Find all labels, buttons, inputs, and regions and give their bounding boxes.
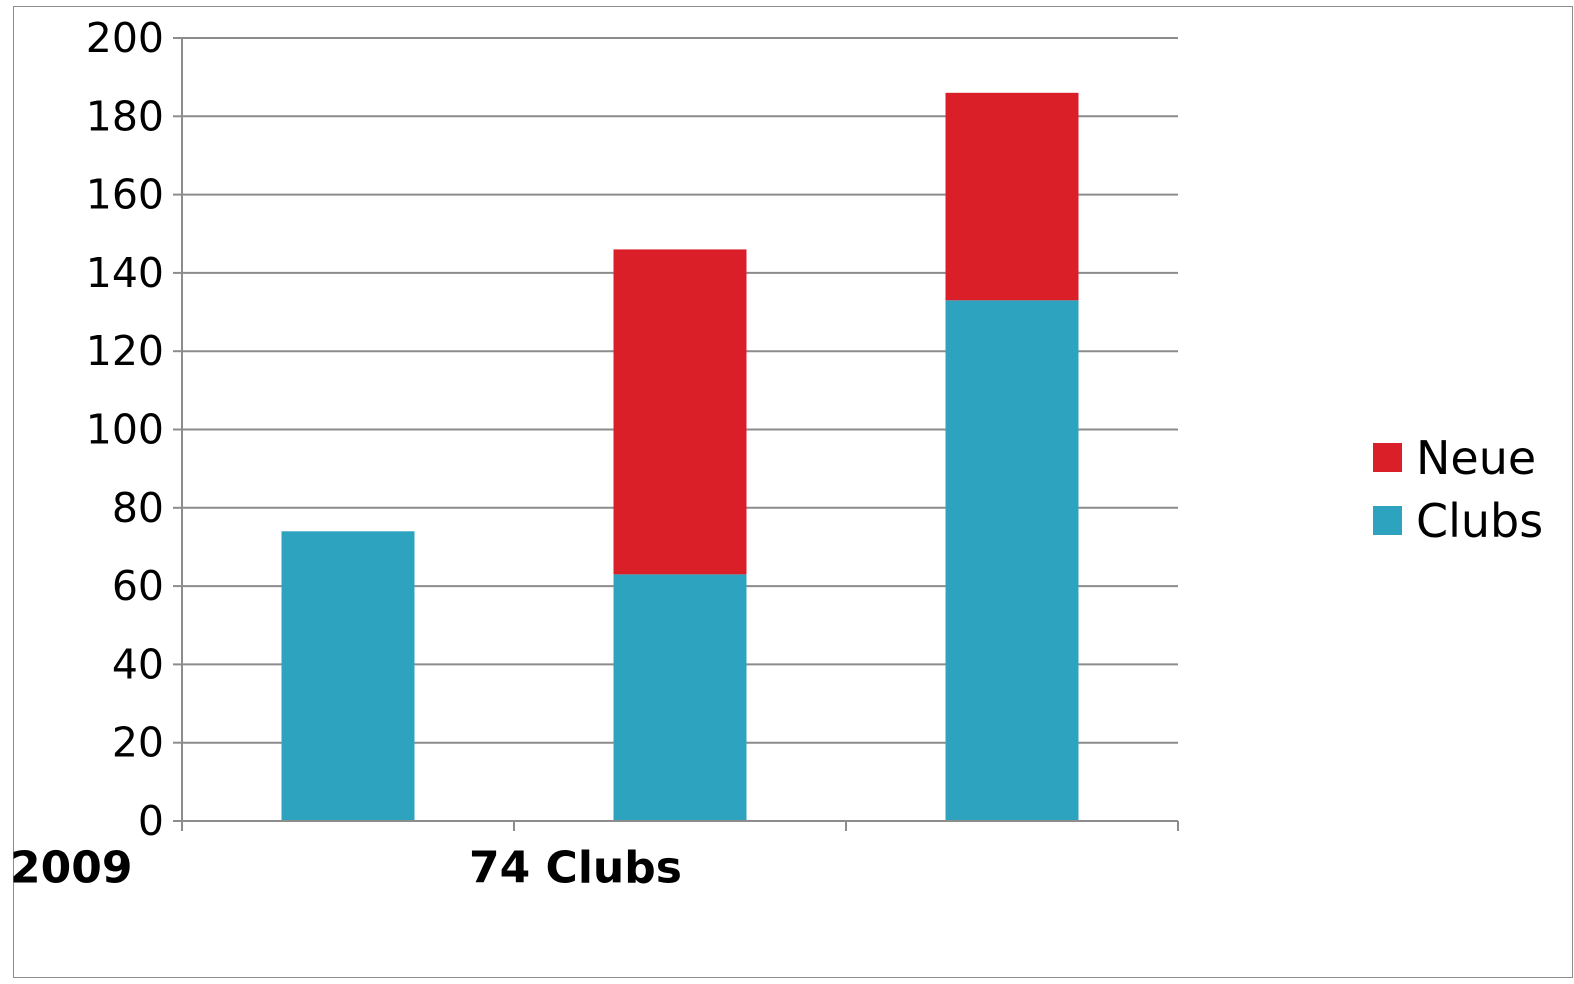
legend-swatch-clubs	[1373, 506, 1402, 535]
y-tick-label: 160	[86, 171, 164, 219]
y-tick-label: 20	[112, 719, 164, 767]
x-category-label: 74 Clubs	[469, 843, 682, 894]
y-tick-label: 120	[86, 327, 164, 375]
legend-label-neue: Neue	[1416, 431, 1536, 485]
bar-neue-2	[945, 92, 1079, 301]
chart-frame	[13, 6, 1573, 978]
y-tick-label: 200	[86, 14, 164, 62]
bar-clubs-2	[945, 300, 1079, 821]
y-tick-label: 140	[86, 249, 164, 297]
legend: Neue Clubs	[1373, 431, 1543, 548]
x-category-label: 2009	[10, 843, 132, 894]
legend-swatch-neue	[1373, 443, 1402, 472]
y-tick-label: 60	[112, 562, 164, 610]
axes	[173, 37, 1179, 831]
bar-neue-1	[613, 249, 747, 575]
legend-label-clubs: Clubs	[1416, 494, 1543, 548]
y-tick-label: 100	[86, 406, 164, 454]
bar-clubs-0	[281, 531, 415, 821]
x-category-labels: 2009 74 Clubs	[10, 843, 682, 894]
y-tick-label: 40	[112, 640, 164, 688]
y-tick-labels: 0 20 40 60 80 100 120 140 160 180 200	[86, 14, 164, 845]
y-tick-label: 180	[86, 92, 164, 140]
bars	[281, 92, 1079, 821]
y-tick-label: 80	[112, 484, 164, 532]
y-tick-label: 0	[138, 797, 164, 845]
bar-clubs-1	[613, 574, 747, 821]
